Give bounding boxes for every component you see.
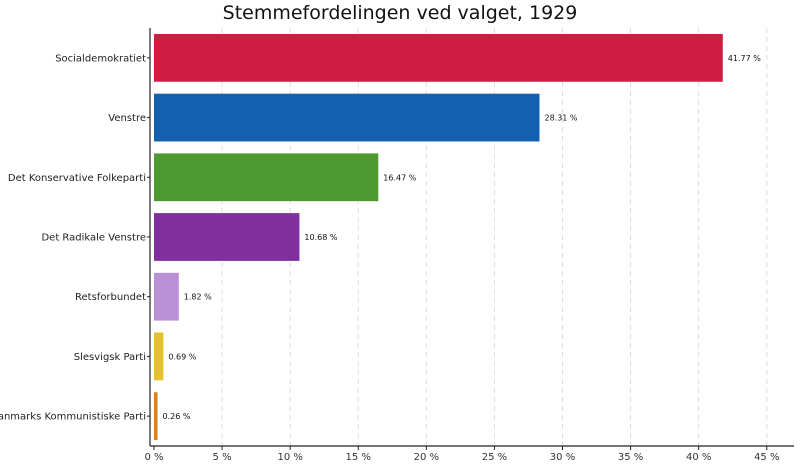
bars bbox=[154, 33, 723, 441]
value-label: 1.82 % bbox=[184, 293, 212, 302]
category-labels: Socialdemokratiet Venstre Det Konservative… bbox=[0, 53, 150, 423]
x-tick-label: 0 % bbox=[144, 452, 163, 463]
x-tick-label: 20 % bbox=[414, 452, 439, 463]
x-tick-label: 45 % bbox=[754, 452, 779, 463]
x-tick-label: 40 % bbox=[686, 452, 711, 463]
value-label: 28.31 % bbox=[544, 114, 577, 123]
value-label: 16.47 % bbox=[383, 173, 416, 182]
x-tick-label: 15 % bbox=[346, 452, 371, 463]
x-axis-ticks: 0 % 5 % 10 % 15 % 20 % 25 % 30 % 35 % 40 % 45 % bbox=[144, 446, 779, 463]
category-label: Retsforbundet bbox=[75, 292, 146, 303]
bar bbox=[154, 272, 179, 321]
category-label: Det Radikale Venstre bbox=[41, 233, 146, 244]
chart-title: Stemmefordelingen ved valget, 1929 bbox=[223, 2, 578, 24]
axes bbox=[149, 28, 794, 447]
bar bbox=[154, 392, 158, 441]
bar bbox=[154, 153, 379, 202]
x-tick-label: 30 % bbox=[550, 452, 575, 463]
value-label: 10.68 % bbox=[304, 233, 337, 242]
category-label: Venstre bbox=[108, 113, 146, 124]
bar bbox=[154, 332, 164, 381]
category-label: Slesvigsk Parti bbox=[74, 352, 146, 363]
category-label: Danmarks Kommunistiske Parti bbox=[0, 412, 146, 423]
value-labels: 41.77 % 28.31 % 16.47 % 10.68 % 1.82 % 0.69 %… bbox=[163, 54, 762, 421]
value-label: 41.77 % bbox=[728, 54, 761, 63]
category-label: Det Konservative Folkeparti bbox=[8, 173, 146, 184]
x-tick-label: 35 % bbox=[618, 452, 643, 463]
bar bbox=[154, 33, 723, 82]
value-label: 0.26 % bbox=[163, 412, 191, 421]
x-tick-label: 5 % bbox=[213, 452, 232, 463]
value-label: 0.69 % bbox=[168, 352, 196, 361]
category-label: Socialdemokratiet bbox=[55, 53, 146, 64]
bar bbox=[154, 93, 540, 142]
x-tick-label: 10 % bbox=[277, 452, 302, 463]
bar bbox=[154, 213, 300, 261]
x-tick-label: 25 % bbox=[482, 452, 507, 463]
